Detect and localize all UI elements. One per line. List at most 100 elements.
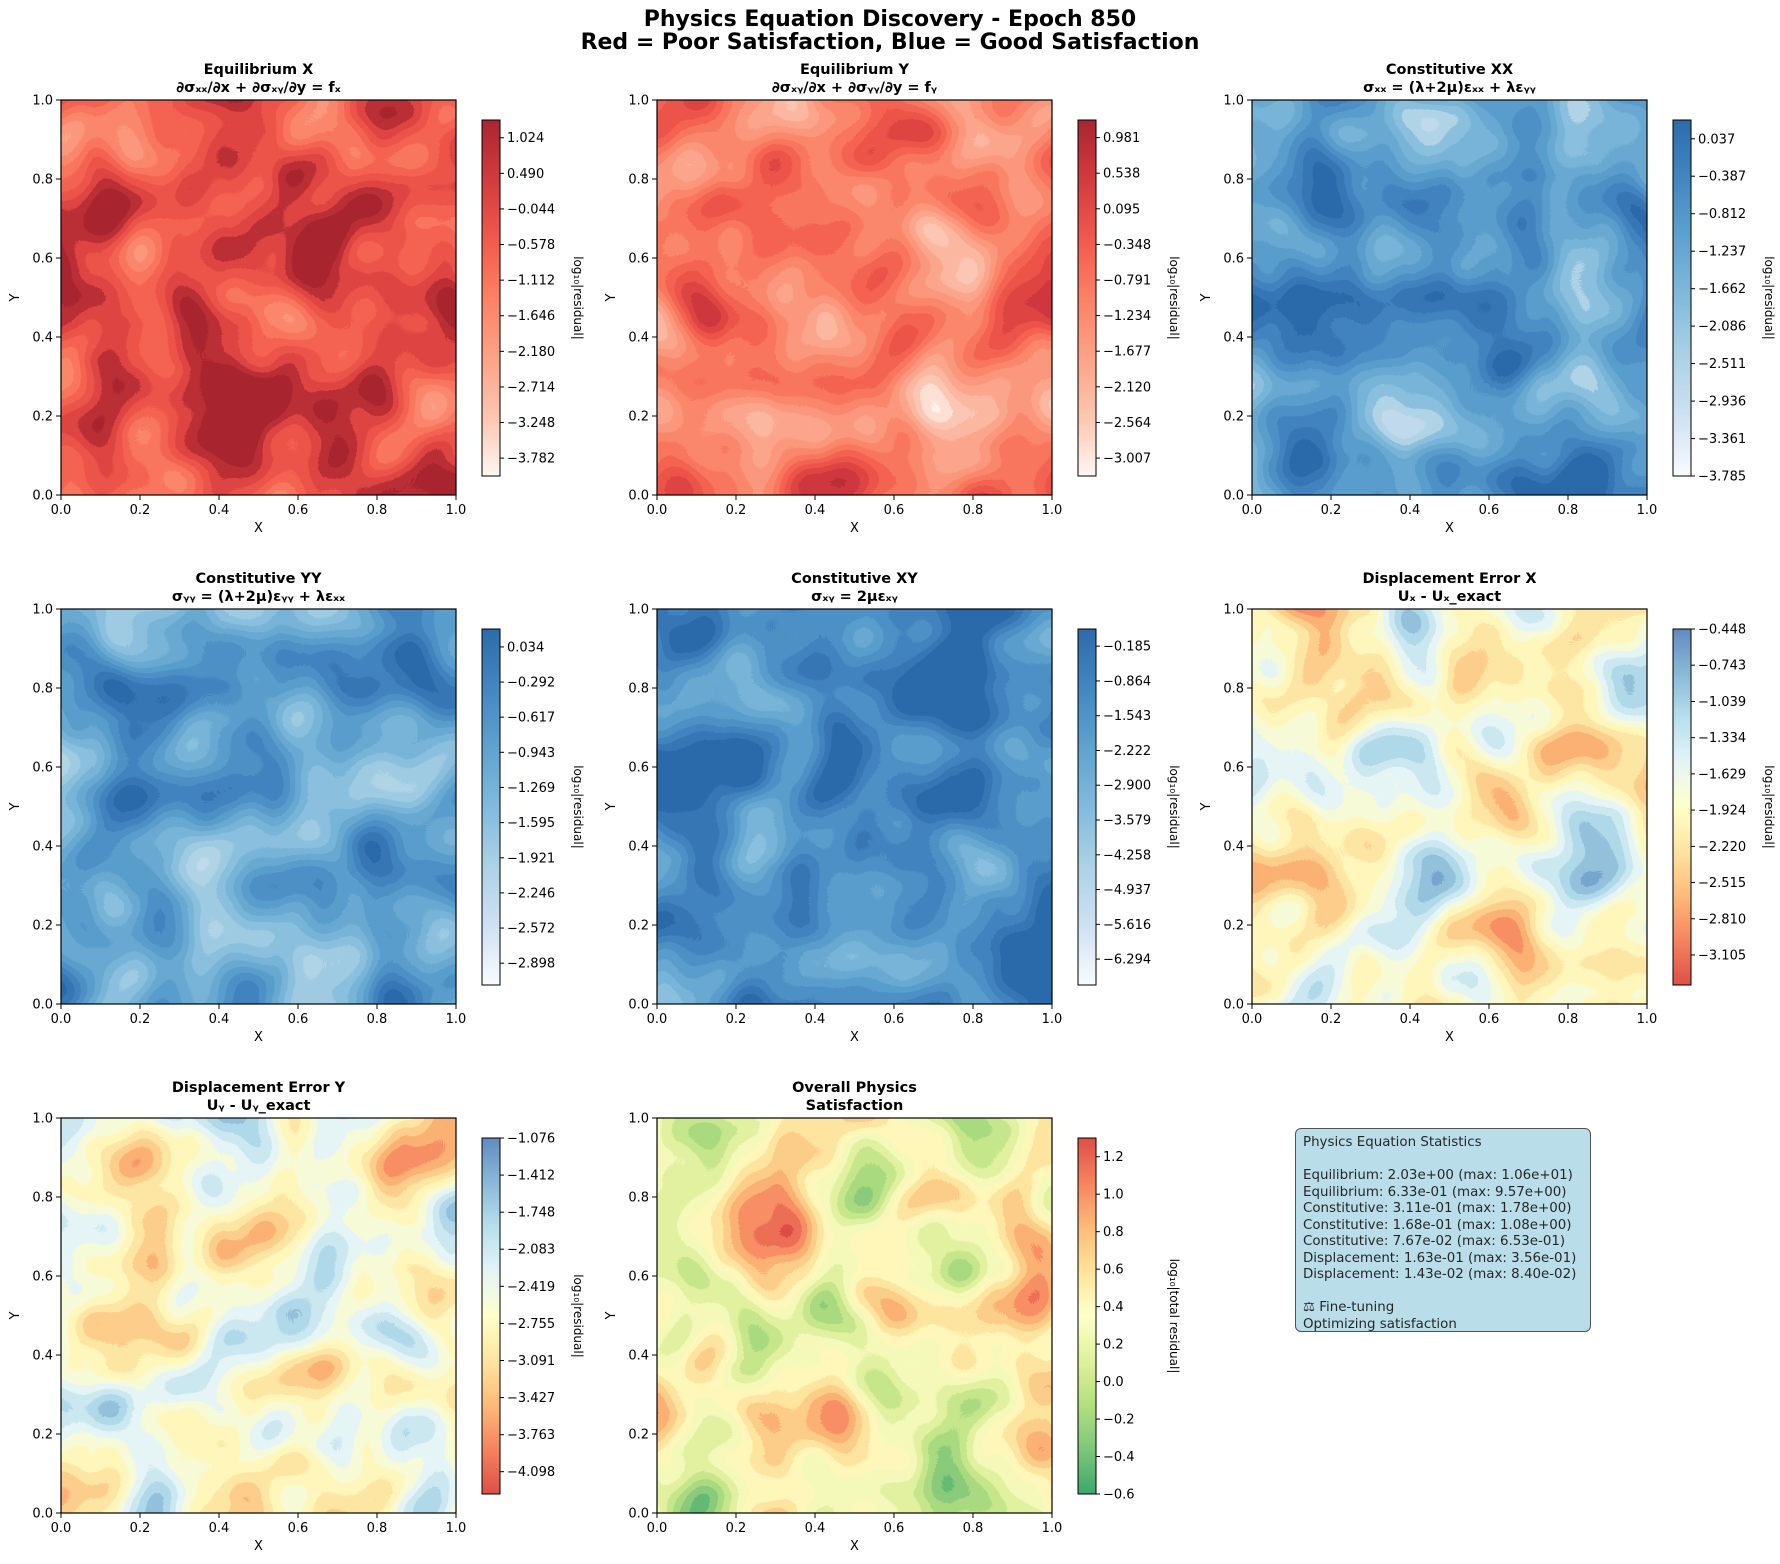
stats-line: Displacement: 1.43e-02 (max: 8.40e-02) xyxy=(1303,1267,1577,1282)
x-tick-label: 1.0 xyxy=(1042,1012,1063,1027)
heatmap-field xyxy=(657,1118,1052,1513)
plot-frame xyxy=(656,99,1053,496)
y-tick-label: 0.6 xyxy=(32,1270,53,1285)
colorbar-tick-label: 0.538 xyxy=(1103,167,1140,182)
x-tick-label: 1.0 xyxy=(446,1521,467,1536)
x-tick-label: 0.0 xyxy=(1242,503,1263,518)
colorbar-tick-label: −0.6 xyxy=(1103,1488,1135,1503)
y-tick-label: 0.6 xyxy=(1223,252,1244,267)
colorbar-tick-label: −1.412 xyxy=(507,1169,555,1184)
y-tick-label: 1.0 xyxy=(628,1112,649,1127)
stats-heading: Physics Equation Statistics xyxy=(1303,1135,1482,1150)
colorbar xyxy=(1673,120,1691,476)
x-tick-label: 0.2 xyxy=(726,1012,747,1027)
colorbar-tick-label: −3.785 xyxy=(1698,470,1746,485)
colorbar-label: log₁₀|residual| xyxy=(1167,256,1181,340)
x-tick-label: 0.6 xyxy=(1479,1012,1500,1027)
y-tick-label: 0.8 xyxy=(32,173,53,188)
colorbar-frame xyxy=(481,1137,501,1495)
x-tick-label: 0.8 xyxy=(963,503,984,518)
colorbar-tick-label: −0.387 xyxy=(1698,170,1746,185)
colorbar-tick-label: 0.037 xyxy=(1698,132,1735,147)
colorbar-tick-label: −2.120 xyxy=(1103,380,1151,395)
panel-title: Constitutive XY xyxy=(791,571,918,587)
y-tick-label: 0.4 xyxy=(628,840,649,855)
x-tick-label: 0.6 xyxy=(884,1521,905,1536)
stats-line: Constitutive: 7.67e-02 (max: 6.53e-01) xyxy=(1303,1234,1566,1249)
plot-frame xyxy=(60,1117,457,1514)
panel-title: Equilibrium X xyxy=(204,62,314,78)
colorbar-tick-label: −1.921 xyxy=(507,851,555,866)
stats-line: Equilibrium: 2.03e+00 (max: 1.06e+01) xyxy=(1303,1168,1573,1183)
colorbar-tick-label: 0.095 xyxy=(1103,202,1140,217)
colorbar-tick-label: −2.419 xyxy=(507,1280,555,1295)
colorbar-tick-label: −5.616 xyxy=(1103,918,1151,933)
heatmap-field xyxy=(1252,609,1647,1004)
x-tick-label: 0.4 xyxy=(805,1012,826,1027)
y-axis-label: Y xyxy=(604,293,619,302)
y-tick-label: 0.0 xyxy=(628,998,649,1013)
y-tick-label: 0.2 xyxy=(628,919,649,934)
x-tick-label: 0.4 xyxy=(805,1521,826,1536)
x-tick-label: 0.2 xyxy=(130,503,151,518)
colorbar-tick-label: −0.2 xyxy=(1103,1413,1135,1428)
y-tick-label: 0.4 xyxy=(628,1349,649,1364)
x-tick-label: 0.8 xyxy=(367,503,388,518)
plot-frame xyxy=(1251,608,1648,1005)
colorbar-label: log₁₀|residual| xyxy=(1167,765,1181,849)
x-tick-label: 0.8 xyxy=(1558,503,1579,518)
colorbar-tick-label: −0.943 xyxy=(507,746,555,761)
y-tick-label: 0.8 xyxy=(628,173,649,188)
y-tick-label: 1.0 xyxy=(32,1112,53,1127)
heatmap-field xyxy=(61,1118,456,1513)
x-tick-label: 0.0 xyxy=(51,503,72,518)
panel-title: Displacement Error X xyxy=(1363,571,1537,587)
colorbar-tick-label: −1.595 xyxy=(507,816,555,831)
x-tick-label: 0.8 xyxy=(367,1012,388,1027)
heatmap-field xyxy=(657,100,1052,495)
y-tick-label: 0.0 xyxy=(32,489,53,504)
figure-title-line1: Physics Equation Discovery - Epoch 850 xyxy=(643,7,1137,32)
colorbar-tick-label: −1.677 xyxy=(1103,345,1151,360)
colorbar-tick-label: −3.361 xyxy=(1698,432,1746,447)
x-axis-label: X xyxy=(850,1539,859,1554)
colorbar-tick-label: −3.091 xyxy=(507,1354,555,1369)
y-tick-label: 0.8 xyxy=(1223,682,1244,697)
colorbar xyxy=(482,1138,500,1494)
y-tick-label: 0.2 xyxy=(628,1428,649,1443)
x-tick-label: 0.4 xyxy=(1400,503,1421,518)
colorbar-tick-label: −2.220 xyxy=(1698,840,1746,855)
x-tick-label: 1.0 xyxy=(1042,1521,1063,1536)
x-axis-label: X xyxy=(1445,1030,1454,1045)
panel-subtitle: Uᵧ - Uᵧ_exact xyxy=(207,1098,311,1114)
colorbar-tick-label: −4.258 xyxy=(1103,848,1151,863)
x-tick-label: 0.6 xyxy=(884,503,905,518)
colorbar-tick-label: −2.222 xyxy=(1103,744,1151,759)
plot-frame xyxy=(1251,99,1648,496)
panel-subtitle: σₓᵧ = 2μεₓᵧ xyxy=(811,589,899,605)
heatmap-panel: Displacement Error X Uₓ - Uₓ_exact 0.0 0.2 0… xyxy=(1199,571,1776,1045)
y-axis-label: Y xyxy=(604,1311,619,1320)
y-tick-label: 0.0 xyxy=(32,998,53,1013)
y-tick-label: 0.6 xyxy=(628,1270,649,1285)
colorbar-tick-label: −1.646 xyxy=(507,309,555,324)
y-tick-label: 0.0 xyxy=(628,1507,649,1522)
colorbar-tick-label: −4.937 xyxy=(1103,883,1151,898)
panel-subtitle: σₓₓ = (λ+2μ)εₓₓ + λεᵧᵧ xyxy=(1363,80,1537,96)
y-tick-label: 0.6 xyxy=(1223,761,1244,776)
y-tick-label: 0.6 xyxy=(32,761,53,776)
colorbar-tick-label: −2.086 xyxy=(1698,320,1746,335)
colorbar-tick-label: −2.900 xyxy=(1103,779,1151,794)
colorbar xyxy=(482,120,500,476)
y-tick-label: 1.0 xyxy=(628,603,649,618)
colorbar-tick-label: 0.034 xyxy=(507,640,544,655)
figure-title-line2: Red = Poor Satisfaction, Blue = Good Sat… xyxy=(580,30,1200,55)
y-axis-label: Y xyxy=(1199,293,1214,302)
stats-line: Equilibrium: 6.33e-01 (max: 9.57e+00) xyxy=(1303,1184,1567,1200)
colorbar-tick-label: 0.8 xyxy=(1103,1225,1124,1240)
heatmap-field xyxy=(61,100,456,495)
x-axis-label: X xyxy=(850,521,859,536)
colorbar-tick-label: −2.246 xyxy=(507,886,555,901)
y-axis-label: Y xyxy=(8,802,23,811)
colorbar-tick-label: −0.044 xyxy=(507,202,555,217)
